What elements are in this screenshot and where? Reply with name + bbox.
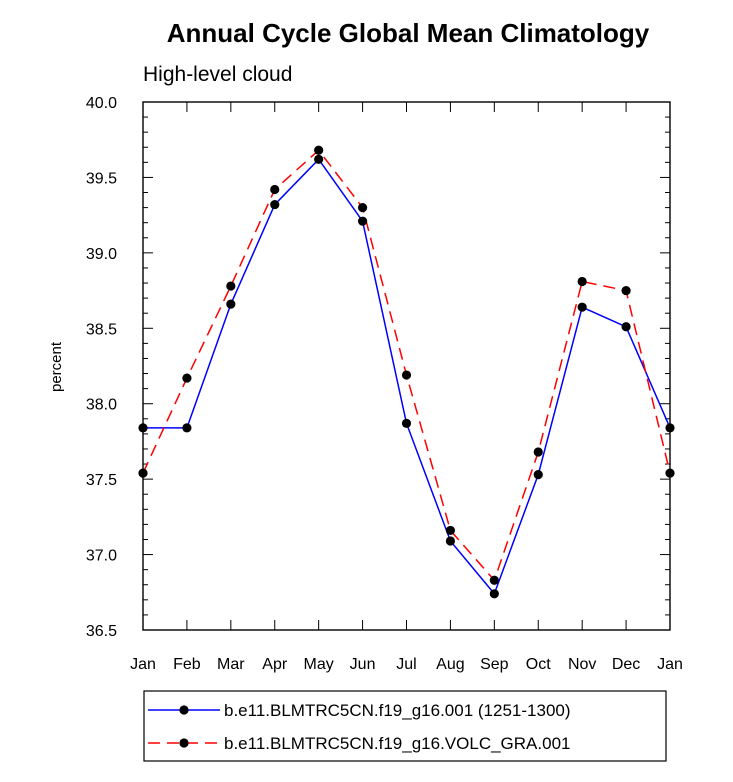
series-2-point	[489, 575, 499, 585]
series-1-point	[445, 536, 456, 546]
series-2-point	[577, 276, 587, 287]
series-2-point	[445, 525, 456, 536]
series-2-point	[138, 468, 148, 478]
y-tick-label: 39.0	[86, 246, 117, 263]
x-tick-label: Jul	[396, 656, 416, 673]
x-tick-label: Aug	[436, 656, 464, 673]
series-1-point	[270, 199, 280, 210]
series-2-point	[401, 370, 412, 380]
y-tick-label: 36.5	[86, 623, 117, 640]
series-1-point	[533, 470, 543, 480]
x-tick-label: Oct	[526, 656, 551, 673]
chart-subtitle: High-level cloud	[143, 63, 292, 86]
chart-title: Annual Cycle Global Mean Climatology	[167, 18, 650, 48]
plot-frame	[142, 101, 671, 631]
y-tick-label: 38.0	[86, 397, 117, 414]
x-tick-label: Jun	[350, 656, 376, 673]
y-axis-label: percent	[48, 341, 65, 392]
x-tick-label: Mar	[217, 656, 245, 673]
series-1-point	[314, 154, 324, 164]
y-tick-label: 40.0	[86, 95, 117, 112]
x-tick-label: Jan	[130, 656, 156, 673]
legend-label-series-2: b.e11.BLMTRC5CN.f19_g16.VOLC_GRA.001	[224, 734, 570, 753]
series-2-point	[182, 373, 192, 383]
x-tick-label: Dec	[612, 656, 640, 673]
x-tick-label: Nov	[568, 656, 596, 673]
x-tick-label: Sep	[480, 656, 509, 673]
series-2-point	[357, 203, 368, 213]
legend-marker-series-2	[179, 738, 189, 748]
y-tick-label: 37.0	[86, 548, 117, 565]
series-2-point	[665, 468, 675, 478]
series-1-point	[138, 423, 148, 433]
x-tick-label: Apr	[262, 656, 288, 673]
x-tick-label: Jan	[657, 656, 683, 673]
series-1-point	[357, 216, 368, 226]
series-1-point	[182, 423, 192, 433]
legend-marker-series-1	[179, 705, 189, 715]
x-tick-label: May	[304, 656, 334, 673]
series-1-point	[401, 418, 412, 428]
series-1-point	[577, 302, 587, 312]
series-2-point	[226, 281, 236, 291]
series-1-point	[489, 589, 499, 599]
series-1-point	[665, 423, 675, 433]
series-line-2	[142, 149, 671, 582]
y-tick-label: 37.5	[86, 472, 117, 489]
y-tick-label: 39.5	[86, 170, 117, 187]
series-2-point	[533, 447, 543, 457]
legend-box	[143, 690, 667, 762]
legend: b.e11.BLMTRC5CN.f19_g16.001 (1251-1300) …	[143, 690, 667, 762]
series-2-point	[621, 285, 631, 296]
x-tick-label: Feb	[173, 656, 201, 673]
series-2-point	[270, 184, 280, 195]
legend-label-series-1: b.e11.BLMTRC5CN.f19_g16.001 (1251-1300)	[224, 701, 571, 720]
series-2-point	[314, 145, 324, 155]
series-1-point	[226, 299, 236, 309]
y-tick-label: 38.5	[86, 321, 117, 338]
series-1-point	[621, 322, 631, 332]
